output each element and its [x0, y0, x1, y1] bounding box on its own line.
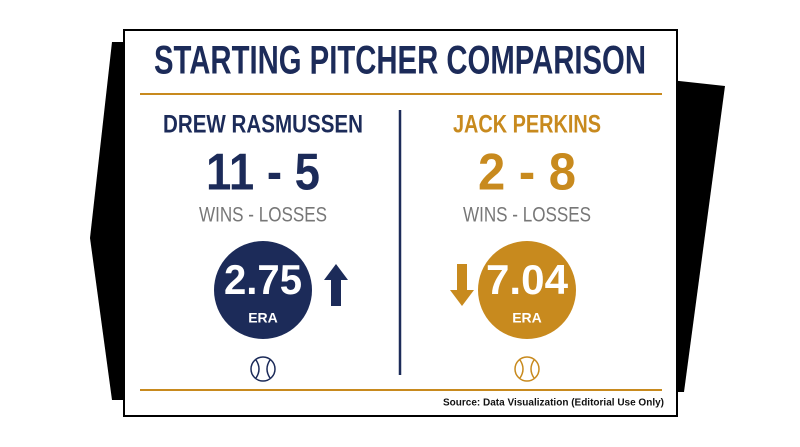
record-label: WINS - LOSSES: [463, 204, 591, 227]
era-value: 7.04: [486, 256, 569, 303]
record: 2 - 8: [478, 144, 576, 202]
record-label: WINS - LOSSES: [199, 204, 327, 227]
baseball-icon: [514, 356, 540, 382]
backdrop-right: [670, 80, 725, 392]
era-circle: [214, 241, 312, 339]
backdrop-left: [90, 42, 130, 400]
arrow-down: [450, 264, 474, 306]
era-label: ERA: [248, 310, 278, 326]
pitcher-name: DREW RASMUSSEN: [163, 111, 363, 139]
pitcher-name: JACK PERKINS: [453, 111, 601, 139]
era-label: ERA: [512, 310, 542, 326]
baseball-icon: [250, 356, 276, 382]
source: Source: Data Visualization (Editorial Us…: [443, 398, 664, 409]
title: STARTING PITCHER COMPARISON: [154, 39, 646, 83]
era-circle: [478, 241, 576, 339]
arrow-up: [324, 264, 348, 306]
era-value: 2.75: [224, 256, 302, 303]
record: 11 - 5: [206, 144, 320, 202]
